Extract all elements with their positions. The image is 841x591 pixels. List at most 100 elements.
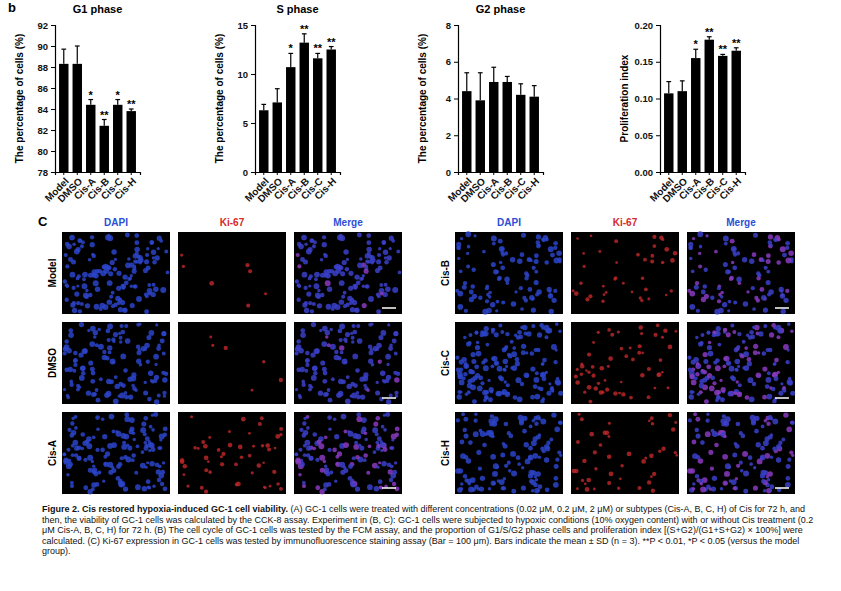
nucleus [545, 371, 548, 374]
merge-signal [762, 395, 767, 400]
ki67-signal [204, 468, 208, 472]
nucleus [137, 255, 142, 260]
nucleus [554, 464, 559, 469]
merge-signal [735, 359, 741, 365]
merge-signal [383, 428, 387, 432]
ki67-signal [661, 371, 664, 374]
nucleus [460, 487, 464, 491]
error-cap [478, 72, 483, 73]
chart-panel: 051015ModelDMSOCis-ACis-BCis-CCis-H*****… [214, 3, 341, 205]
nucleus [475, 345, 480, 350]
column-header: DAPI [104, 217, 128, 228]
ki67-signal [576, 368, 579, 371]
ki67-signal [665, 294, 668, 297]
nucleus [120, 456, 124, 460]
tick-mark [263, 172, 264, 175]
nucleus [157, 394, 161, 398]
merge-signal [373, 421, 378, 426]
merge-signal [747, 377, 753, 383]
nucleus [109, 295, 113, 299]
merge-signal [304, 369, 308, 373]
error-cap [261, 104, 266, 105]
nucleus [529, 424, 533, 428]
nucleus [536, 415, 541, 420]
merge-signal [712, 381, 716, 385]
nucleus [112, 430, 116, 434]
tick-mark [656, 135, 660, 136]
merge-signal [346, 258, 349, 261]
plot-marks [259, 34, 336, 172]
merge-signal [296, 253, 300, 257]
error-line [63, 49, 64, 64]
nucleus [478, 376, 483, 381]
nucleus [520, 325, 524, 329]
nucleus [124, 324, 128, 328]
ki67-signal [264, 292, 267, 295]
merge-signal [730, 239, 735, 244]
tick-mark [454, 62, 458, 63]
nucleus [494, 362, 497, 365]
nucleus [152, 485, 155, 488]
nucleus [123, 368, 128, 373]
merge-signal [715, 398, 719, 402]
row-label: Cis-A [47, 440, 58, 466]
x-tick: Cis-H [112, 172, 138, 202]
merge-signal [362, 274, 365, 277]
nucleus [504, 422, 509, 427]
nucleus [136, 350, 141, 355]
merge-signal [383, 250, 388, 255]
ki67-signal [620, 464, 623, 467]
merge-signal [314, 283, 320, 289]
nucleus [131, 372, 136, 377]
nucleus [145, 253, 149, 257]
merge-signal [354, 441, 358, 445]
nucleus [157, 344, 160, 347]
y-axis-title: The percentage of cells (%) [417, 34, 428, 163]
ki67-signal [276, 482, 280, 486]
merge-signal [306, 446, 311, 451]
merge-signal [331, 377, 335, 381]
nucleus [148, 371, 154, 377]
merge-signal [386, 363, 389, 366]
ki67-signal [663, 328, 667, 332]
nucleus [122, 274, 127, 279]
nucleus [491, 328, 496, 333]
error-line [263, 104, 264, 110]
nucleus [463, 281, 467, 285]
nucleus [137, 254, 141, 258]
error-cap [666, 81, 671, 82]
significance: ** [100, 109, 109, 121]
nucleus [459, 440, 464, 445]
nucleus [555, 458, 559, 462]
nucleus [501, 486, 505, 490]
merge-signal [752, 252, 757, 257]
nucleus [107, 235, 113, 241]
merge-signal [327, 388, 331, 392]
bar [705, 40, 714, 172]
nucleus [554, 427, 560, 433]
merge-signal [768, 234, 773, 239]
merge-signal [327, 343, 331, 347]
nucleus [135, 484, 141, 490]
nucleus [116, 271, 121, 276]
merge-signal [359, 277, 363, 281]
merge-signal [777, 237, 781, 241]
nucleus [548, 309, 553, 314]
column-header: Ki-67 [220, 217, 245, 228]
y-axis-title: The percentage of cells (%) [214, 34, 225, 163]
y-tick: 86 [37, 83, 55, 94]
merge-signal [300, 332, 306, 338]
nucleus [533, 384, 538, 389]
tick-mark [51, 109, 55, 110]
merge-signal [296, 339, 301, 344]
nucleus [558, 391, 563, 396]
ki67-signal [644, 456, 647, 459]
merge-signal [380, 371, 386, 377]
nucleus [513, 395, 518, 400]
ki67-signal [644, 288, 648, 292]
merge-signal [315, 458, 319, 462]
nucleus [500, 265, 505, 270]
nucleus [85, 289, 88, 292]
tick-mark [277, 172, 278, 175]
ki67-signal [220, 462, 224, 466]
